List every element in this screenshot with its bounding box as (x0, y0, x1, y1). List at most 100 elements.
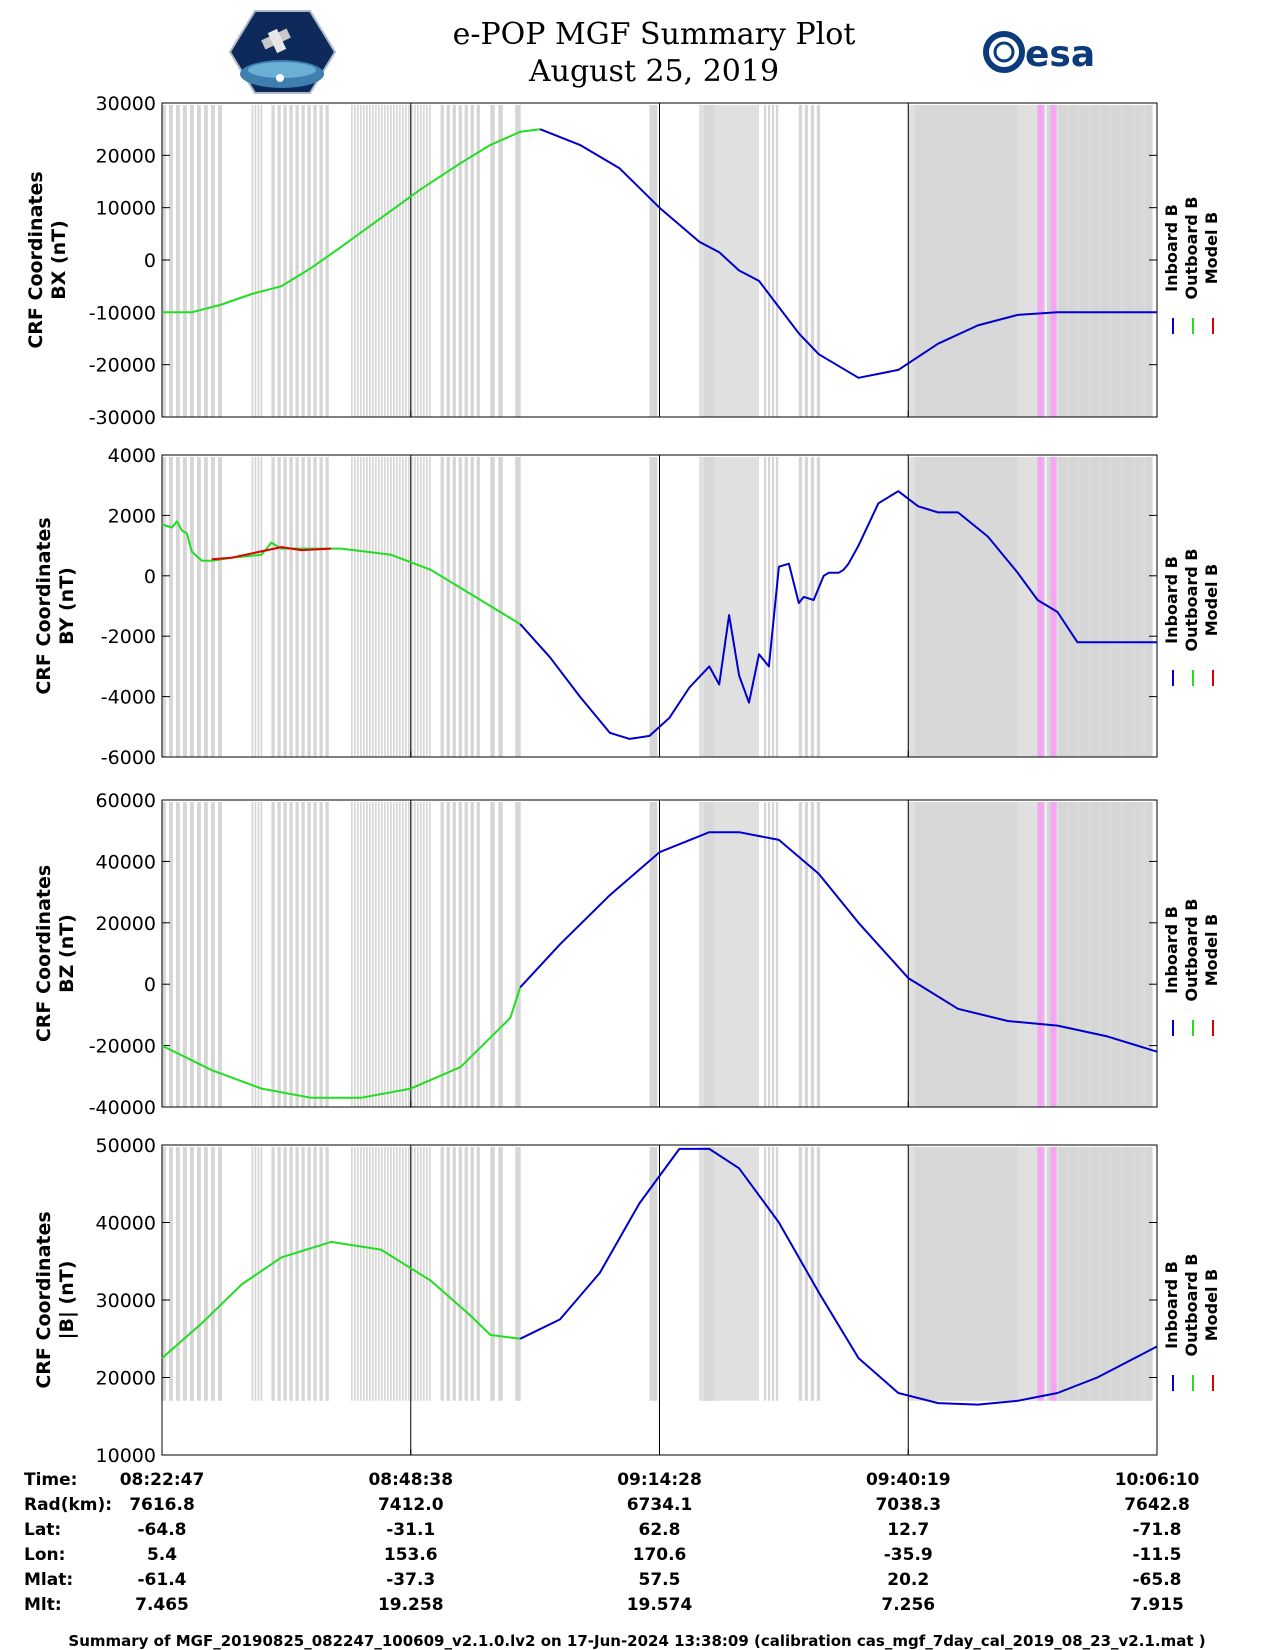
y-tick-label: 10000 (96, 1445, 156, 1467)
data-gap-band (470, 802, 474, 1107)
data-gap-band (816, 1147, 821, 1401)
ephemeris-cell: 5.4 (147, 1545, 177, 1565)
panel-by: 4000 2000 0 -2000 -4000 -6000 CRF CoordinatesB… (33, 445, 1221, 769)
data-gap-band (378, 457, 380, 757)
data-gap-band (295, 1147, 299, 1401)
data-gap-band (757, 1147, 759, 1401)
data-gap-band (351, 457, 353, 757)
y-axis-label-line: BX (nT) (48, 220, 70, 300)
ephemeris-cell: 20.2 (887, 1570, 929, 1590)
data-gap-band (1046, 802, 1049, 1107)
data-gap-band (426, 457, 428, 757)
data-gap-band (737, 457, 739, 757)
data-gap-band (277, 457, 281, 757)
data-gap-band (1036, 802, 1038, 1107)
data-gap-band (366, 457, 368, 757)
data-gap-block (915, 105, 1018, 417)
data-gap-block (1057, 802, 1148, 1107)
data-gap-band (423, 802, 425, 1107)
ephemeris-cell: -37.3 (386, 1570, 435, 1590)
data-gap-band (804, 457, 809, 757)
data-gap-band (378, 802, 380, 1107)
data-gap-band (733, 802, 735, 1107)
data-gap-band (810, 105, 815, 417)
data-gap-band (1036, 1147, 1038, 1401)
y-tick-label: 40000 (96, 1213, 156, 1235)
legend-label: Outboard B (1182, 899, 1201, 1002)
legend-label: Model B (1202, 914, 1221, 986)
data-gap-band (301, 105, 305, 417)
data-gap-band (301, 802, 305, 1107)
data-gap-band (218, 802, 222, 1107)
series-model-b (211, 546, 332, 561)
data-gap-band (745, 457, 747, 757)
data-gap-block (1057, 1147, 1148, 1401)
data-gap-band (1146, 802, 1153, 1107)
ephemeris-row-label: Lon: (24, 1545, 65, 1565)
legend: Inboard B Outboard B Model B (1162, 549, 1221, 686)
data-gap-band (721, 1147, 723, 1401)
data-gap-band (197, 802, 201, 1107)
data-gap-band (446, 1147, 450, 1401)
data-gap-band (912, 802, 914, 1107)
data-gap-band (426, 105, 428, 417)
data-gap-band (190, 1147, 194, 1401)
data-gap-band (169, 802, 173, 1107)
data-gap-band (914, 1147, 916, 1401)
data-gap-band (325, 457, 329, 757)
data-gap-band (1022, 105, 1024, 417)
data-gap-band (1030, 105, 1032, 417)
data-gap-band (498, 105, 503, 417)
data-gap-band (810, 1147, 815, 1401)
data-gap-band (446, 105, 450, 417)
data-gap-band (721, 457, 723, 757)
data-gap-band (354, 457, 356, 757)
data-gap-band (464, 457, 468, 757)
data-gap-band (218, 105, 222, 417)
data-gap-band (378, 105, 380, 417)
y-tick-label: 20000 (96, 145, 156, 167)
data-gap-band (325, 105, 329, 417)
esa-logo-text: esa (1025, 34, 1095, 75)
data-gap-band (699, 1147, 701, 1401)
data-gap-band (414, 105, 416, 417)
data-gap-band (372, 457, 374, 757)
data-gap-band (295, 457, 299, 757)
y-tick-label: -20000 (89, 355, 156, 377)
data-gap-band (319, 1147, 323, 1401)
data-gap-band (476, 105, 480, 417)
ephemeris-cell: 7412.0 (378, 1495, 444, 1515)
data-gap-band (910, 1147, 912, 1401)
data-gap-band (366, 1147, 368, 1401)
data-gap-band (751, 457, 753, 757)
data-gap-band (414, 802, 416, 1107)
data-gap-band (283, 802, 287, 1107)
data-gap-band (729, 1147, 731, 1401)
data-gap-band (260, 105, 263, 417)
data-gap-band (390, 105, 392, 417)
data-gap-band (1028, 457, 1030, 757)
data-gap-band (319, 457, 323, 757)
data-gap-band (411, 457, 413, 757)
ephemeris-cell: 62.8 (639, 1520, 681, 1540)
data-gap-band (393, 802, 395, 1107)
data-gap-pink-band (1050, 457, 1057, 757)
series-outboard-b (161, 1240, 521, 1359)
data-gap-band (405, 1147, 407, 1401)
data-gap-band (721, 105, 723, 417)
y-tick-label: 2000 (108, 505, 156, 527)
data-gap-pink-band (1037, 457, 1044, 757)
data-gap-pink-band (1050, 802, 1057, 1107)
y-axis-label-line: |B| (nT) (56, 1261, 78, 1340)
data-gap-band (372, 105, 374, 417)
data-gap-band (735, 457, 737, 757)
data-gap-band (731, 1147, 733, 1401)
data-gap-band (271, 457, 275, 757)
data-gap-band (393, 105, 395, 417)
data-gap-band (737, 802, 739, 1107)
data-gap-band (717, 802, 719, 1107)
data-gap-band (190, 105, 194, 417)
data-gap-band (763, 457, 767, 757)
data-gap-band (458, 457, 462, 757)
data-gap-band (369, 105, 371, 417)
